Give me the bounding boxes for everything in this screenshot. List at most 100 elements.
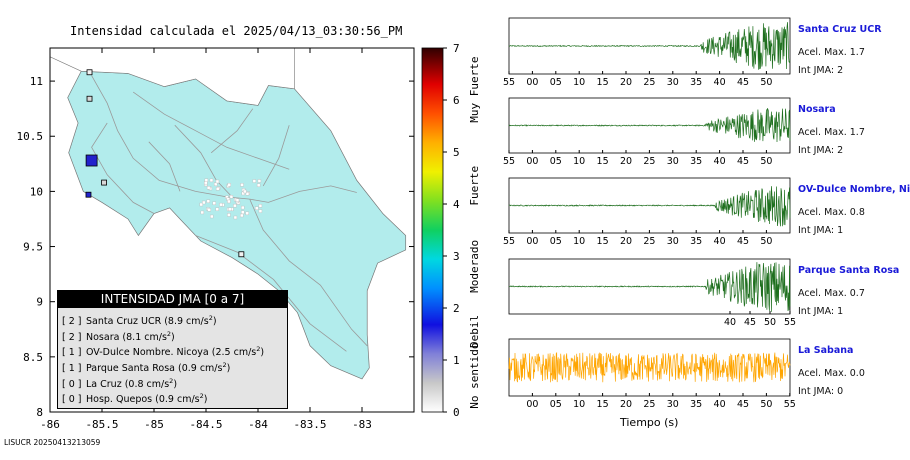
city-marker <box>233 215 238 220</box>
scale-tick-label: 6 <box>453 94 460 107</box>
legend-entry: [ 1 ] Parque Santa Rosa (0.9 cm/s2) <box>62 358 283 374</box>
legend-entry: [ 0 ] La Cruz (0.8 cm/s2) <box>62 373 283 389</box>
wave-tick-label: 45 <box>737 77 749 88</box>
city-marker <box>228 207 232 212</box>
legend-entry-close: ) <box>171 331 175 343</box>
wave-tick-label: 50 <box>760 77 772 88</box>
wave-tick-label: 05 <box>550 399 562 410</box>
station-max-accel: Acel. Max. 1.7 <box>798 47 865 58</box>
waveform-trace <box>508 108 791 143</box>
road-1 <box>249 185 357 203</box>
city-marker <box>255 206 259 210</box>
wave-tick-label: 15 <box>597 399 609 410</box>
wave-tick-label: 30 <box>667 236 679 247</box>
station-jma-intensity: Int JMA: 1 <box>798 225 844 236</box>
road-0 <box>91 75 250 200</box>
land-nicaragua <box>50 48 295 106</box>
station-jma-intensity: Int JMA: 2 <box>798 65 844 76</box>
wave-tick-label: 25 <box>643 236 655 247</box>
station-marker-3 <box>86 95 93 102</box>
wave-tick-label: 40 <box>714 156 726 167</box>
legend-entry-name: OV-Dulce Nombre. Nicoya (2.5 cm/s2) <box>86 345 265 359</box>
wave-tick-label: 45 <box>737 236 749 247</box>
legend-entry-level: [ 1 ] <box>62 347 82 359</box>
city-marker <box>215 179 220 184</box>
station-marker-5 <box>238 251 245 258</box>
city-marker <box>235 198 240 203</box>
city-marker <box>199 202 203 207</box>
waveform-trace <box>508 186 791 227</box>
y-tick-label: 10 <box>30 185 43 198</box>
legend-entry-close: ) <box>260 347 265 359</box>
city-marker <box>256 183 261 187</box>
legend-title: INTENSIDAD JMA [0 a 7] <box>58 291 287 308</box>
legend-entry: [ 1 ] OV-Dulce Nombre. Nicoya (2.5 cm/s2) <box>62 342 283 358</box>
legend-entry-level: [ 0 ] <box>62 394 82 406</box>
wave-tick-label: 15 <box>597 236 609 247</box>
city-marker <box>258 209 263 213</box>
legend-entry-sup: 2 <box>256 345 261 354</box>
legend-entry-sup: 2 <box>222 360 227 369</box>
wave-tick-label: 55 <box>503 236 515 247</box>
legend-entry-text: Hosp. Quepos (0.9 cm/s <box>86 394 200 406</box>
city-marker <box>241 205 245 210</box>
station-max-accel: Acel. Max. 0.8 <box>798 207 865 218</box>
road-4 <box>174 124 233 198</box>
wave-tick-label: 20 <box>620 77 632 88</box>
city-marker <box>206 199 211 203</box>
legend-entry-sup: 2 <box>169 376 174 385</box>
legend-rows: [ 2 ] Santa Cruz UCR (8.9 cm/s2)[ 2 ] Nosa… <box>58 308 287 405</box>
legend-entry-sup: 2 <box>208 314 213 322</box>
wave-tick-label: 55 <box>503 156 515 167</box>
city-marker <box>233 203 237 208</box>
y-tick-label: 11 <box>30 75 43 88</box>
city-marker <box>207 208 211 212</box>
city-marker <box>227 213 231 217</box>
waveform-panel: 55 00 05 10 15 20 25 30 35 40 45 50 <box>503 17 791 88</box>
legend-entry-close: ) <box>226 362 231 374</box>
wave-tick-label: 05 <box>550 236 562 247</box>
city-marker <box>202 200 206 205</box>
city-marker <box>210 214 214 219</box>
wave-tick-label: 10 <box>573 77 585 88</box>
y-tick-label: 8.5 <box>23 351 43 364</box>
wave-tick-label: 25 <box>643 77 655 88</box>
map-frame <box>49 47 415 413</box>
scale-tick-label: 4 <box>453 198 460 211</box>
x-tick-label: -85.5 <box>85 418 118 431</box>
scale-tick-label: 1 <box>453 354 460 367</box>
waveform-panel: 55 00 05 10 15 20 25 30 35 40 45 50 <box>503 97 791 167</box>
waveform-panel: 55 00 05 10 15 20 25 30 35 40 45 50 <box>503 177 791 247</box>
station-marker-4 <box>86 69 93 76</box>
wave-tick-label: 00 <box>526 156 538 167</box>
wave-tick-label: 20 <box>620 236 632 247</box>
wave-tick-label: 55 <box>503 77 515 88</box>
legend-entry-close: ) <box>203 394 208 406</box>
wave-tick-label: 50 <box>764 317 776 328</box>
station-name: Parque Santa Rosa <box>798 265 900 276</box>
scale-tick-label: 0 <box>453 406 460 419</box>
station-max-accel: Acel. Max. 0.0 <box>798 368 865 379</box>
wave-tick-label: 20 <box>620 156 632 167</box>
wave-tick-label: 55 <box>784 317 796 328</box>
city-marker <box>219 202 223 207</box>
scale-tick-label: 2 <box>453 302 460 315</box>
wave-tick-label: 10 <box>573 399 585 410</box>
city-marker <box>215 207 219 211</box>
legend-entry: [ 2 ] Santa Cruz UCR (8.9 cm/s2) <box>62 311 283 327</box>
city-marker <box>243 189 247 194</box>
station-max-accel: Acel. Max. 0.7 <box>798 288 865 299</box>
time-axis-label: Tiempo (s) <box>620 416 679 429</box>
legend-entry-name: Santa Cruz UCR (8.9 cm/s2) <box>86 314 217 328</box>
city-marker <box>258 204 263 208</box>
legend-entry-text: Santa Cruz UCR (8.9 cm/s <box>86 316 209 328</box>
waveform-trace <box>509 262 791 312</box>
x-tick-label: -86 <box>40 418 60 431</box>
x-tick-label: -84.5 <box>189 418 222 431</box>
y-tick-label: 9.5 <box>23 241 43 254</box>
waveform-panel: 00 05 10 15 20 25 30 35 40 45 50 55 <box>508 338 796 410</box>
wave-tick-label: 20 <box>620 399 632 410</box>
wave-tick-label: 40 <box>714 77 726 88</box>
